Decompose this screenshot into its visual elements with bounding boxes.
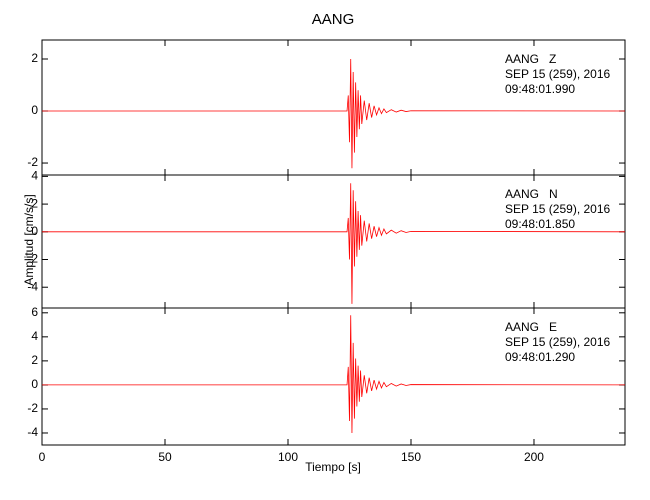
annotation: 09:48:01.850	[505, 217, 575, 231]
y-tick-label: 0	[31, 103, 38, 117]
y-tick-label: 2	[31, 353, 38, 367]
y-tick-label: 6	[31, 305, 38, 319]
x-tick-label: 0	[39, 450, 46, 464]
x-tick-label: 150	[401, 450, 421, 464]
x-axis-label: Tiempo [s]	[305, 460, 361, 474]
annotation: SEP 15 (259), 2016	[505, 202, 611, 216]
annotation: 09:48:01.990	[505, 82, 575, 96]
trace	[42, 183, 626, 304]
y-tick-label: 2	[31, 196, 38, 210]
y-tick-label: 2	[31, 51, 38, 65]
annotation: AANG Z	[505, 52, 556, 66]
x-tick-label: 100	[278, 450, 298, 464]
trace	[42, 315, 626, 433]
x-tick-label: 50	[158, 450, 172, 464]
panel-frame	[41, 307, 626, 446]
y-tick-label: 0	[31, 377, 38, 391]
annotation: SEP 15 (259), 2016	[505, 335, 611, 349]
annotation: AANG E	[505, 320, 557, 334]
y-tick-label: -2	[27, 401, 38, 415]
annotation: SEP 15 (259), 2016	[505, 67, 611, 81]
y-axis-label: Amplitud [cm/s/s]	[22, 194, 36, 285]
y-tick-label: -2	[27, 252, 38, 266]
annotation: 09:48:01.290	[505, 350, 575, 364]
y-tick-label: 4	[31, 329, 38, 343]
y-tick-label: -2	[27, 155, 38, 169]
y-tick-label: -4	[27, 425, 38, 439]
y-tick-label: -4	[27, 279, 38, 293]
chart-title: AANG	[312, 11, 355, 28]
x-tick-label: 200	[524, 450, 544, 464]
annotation: AANG N	[505, 187, 558, 201]
y-tick-label: 0	[31, 224, 38, 238]
trace	[42, 58, 626, 169]
y-tick-label: 4	[31, 169, 38, 183]
